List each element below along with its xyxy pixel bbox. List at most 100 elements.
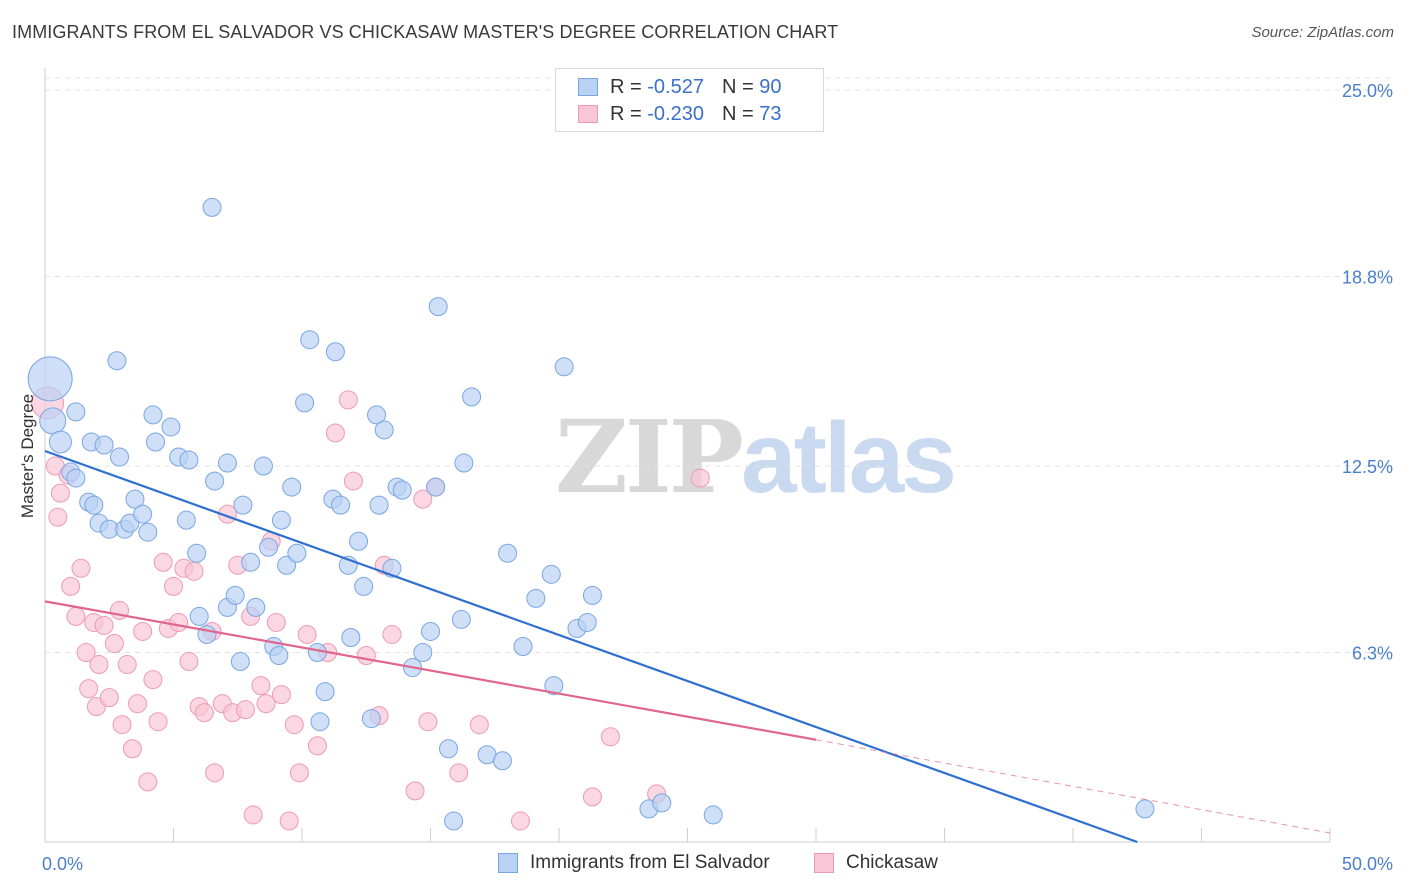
el-salvador-point [310,712,330,732]
el-salvador-point [110,447,130,467]
el-salvador-point [577,612,597,632]
legend-row-el-salvador: R = -0.527 N = 90 [578,75,781,99]
el-salvador-point [526,588,546,608]
el-salvador-point [444,811,464,831]
chickasaw-point [284,715,304,735]
chickasaw-point [325,423,345,443]
el-salvador-point [498,543,518,563]
chickasaw-point [405,781,425,801]
el-salvador-point [331,495,351,515]
el-salvador-point [205,471,225,491]
legend-swatch-blue [578,78,598,96]
el-salvador-point [225,585,245,605]
y-tick-label: 25.0% [1342,81,1393,101]
trend-lines [44,449,1331,844]
el-salvador-point [189,606,209,626]
chickasaw-point [413,489,433,509]
el-salvador-point [367,405,387,425]
el-salvador-point [233,495,253,515]
legend-n-label: N = [721,75,754,98]
x-tick-label: 0.0% [42,854,83,874]
chickasaw-point [48,507,68,527]
el-salvador-point [287,543,307,563]
chickasaw-point [164,576,183,596]
chickasaw-point [194,703,214,723]
chickasaw-point [112,715,132,735]
x-tick-label: 50.0% [1342,854,1393,874]
el-salvador-point [544,676,564,696]
legend-swatch-pink [814,853,834,873]
chickasaw-point [510,811,530,831]
legend-item-chickasaw: Chickasaw [814,852,938,874]
chickasaw-point [66,606,86,626]
el-salvador-point [179,450,199,470]
tick-labels: 6.3% 12.5% 18.8% 25.0% 0.0% 50.0% Master's Deg… [18,81,1393,874]
chickasaw-point [205,763,225,783]
y-tick-label: 18.8% [1342,268,1393,288]
el-salvador-point [94,435,114,455]
el-salvador-point [253,456,273,476]
legend-item-el-salvador: Immigrants from El Salvador [498,852,770,874]
chickasaw-point [133,621,153,641]
chickasaw-point [297,624,317,644]
el-salvador-point [27,356,73,402]
source-label: Source: ZipAtlas.com [1251,24,1394,41]
y-tick-label: 12.5% [1342,457,1393,477]
el-salvador-point [146,432,166,452]
series-el-salvador-points [27,197,1155,831]
el-salvador-point [438,739,458,759]
watermark-zip: ZIP [555,398,744,516]
el-salvador-point [374,420,394,440]
el-salvador-point [392,480,412,500]
chickasaw-point [256,694,276,714]
chickasaw-point [356,646,376,666]
chickasaw-point [179,652,199,672]
chickasaw-point [50,483,70,503]
chickasaw-point [99,688,119,708]
el-salvador-point [354,576,374,596]
legend-r-value: -0.527 [647,75,704,98]
el-salvador-point [300,330,320,350]
el-salvador-point [125,489,145,509]
el-salvador-point [282,477,302,497]
el-salvador-point [341,627,361,647]
el-salvador-point [66,402,86,422]
el-salvador-point [428,297,448,317]
el-salvador-point [176,510,196,530]
chickasaw-point [289,763,309,783]
chickasaw-point [61,576,81,596]
el-salvador-point [143,405,163,425]
el-salvador-point [133,504,153,524]
el-salvador-point [187,543,207,563]
el-salvador-point [541,564,561,584]
el-salvador-point [462,387,482,407]
el-salvador-point [39,407,67,435]
el-salvador-point [451,609,471,629]
watermark: ZIPatlas [555,398,957,516]
chickasaw-point [94,615,114,635]
el-salvador-point [48,430,72,454]
el-salvador-point [421,621,440,641]
legend-swatch-pink [578,105,598,123]
axes [44,68,1331,843]
chickasaw-point [89,655,109,675]
el-salvador-point [84,495,104,515]
el-salvador-point [454,453,474,473]
legend-r-label: R = [610,75,642,98]
el-salvador-point [426,477,446,497]
chickasaw-point [76,643,96,663]
el-salvador-point [66,468,86,488]
chickasaw-point [138,772,158,792]
chickasaw-point [153,552,173,572]
y-tick-label: 6.3% [1352,644,1393,664]
chickasaw-point [169,612,189,632]
el-salvador-point [138,522,158,542]
legend-swatch-blue [498,853,518,873]
chickasaw-point [582,787,602,807]
el-salvador-point [413,643,433,663]
legend-n-label: N = [721,102,754,125]
el-salvador-point [246,597,266,617]
el-salvador-point [217,453,237,473]
legend-r-value: -0.230 [647,102,704,125]
